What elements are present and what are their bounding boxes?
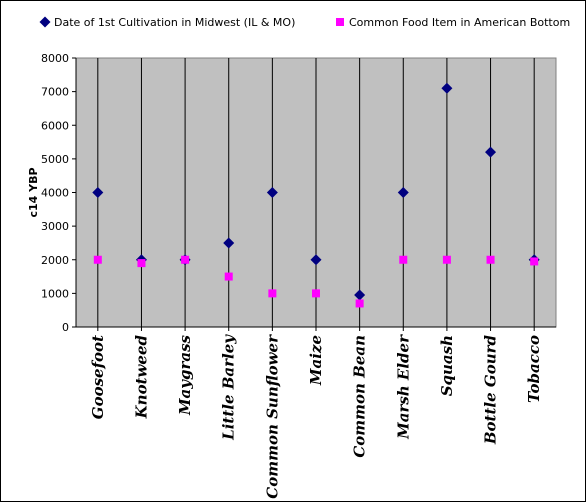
data-point-diamond — [485, 146, 497, 158]
x-tick-label: Marsh Elder — [394, 334, 412, 440]
data-point-diamond — [397, 187, 409, 198]
data-point-square — [181, 255, 190, 264]
data-point-square — [137, 259, 146, 268]
data-point-square — [530, 257, 539, 266]
data-point-square — [355, 299, 364, 308]
y-tick-label: 1000 — [41, 287, 69, 300]
data-point-diamond — [223, 237, 235, 249]
y-tick-label: 3000 — [41, 220, 69, 233]
x-tick-label: Knotweed — [132, 334, 150, 419]
x-tick-label: Bottle Gourd — [482, 334, 500, 445]
y-tick-label: 8000 — [41, 52, 69, 65]
data-point-diamond — [354, 289, 366, 301]
x-tick-label: Maize — [307, 335, 325, 386]
data-point-square — [399, 255, 408, 264]
data-point-square — [268, 289, 277, 298]
data-point-diamond — [310, 254, 322, 266]
data-point-square — [312, 289, 320, 298]
x-tick-label: Tobacco — [525, 335, 543, 403]
legend-marker-square — [336, 18, 344, 26]
y-tick-label: 2000 — [41, 254, 69, 267]
x-tick-label: Squash — [438, 335, 456, 396]
data-point-square — [93, 255, 102, 264]
data-point-square — [442, 255, 451, 264]
data-point-diamond — [266, 187, 278, 198]
x-tick-label: Common Sunflower — [263, 334, 281, 499]
legend-label: Date of 1st Cultivation in Midwest (IL &… — [54, 16, 295, 29]
data-point-square — [486, 255, 495, 264]
y-tick-label: 7000 — [41, 86, 69, 99]
x-tick-label: Maygrass — [176, 334, 194, 416]
x-tick-label: Common Bean — [351, 335, 369, 458]
legend-marker-diamond — [39, 16, 51, 28]
x-tick-label: Little Barley — [220, 334, 238, 441]
data-point-diamond — [441, 82, 453, 94]
x-tick-label: Goosefoot — [89, 335, 107, 419]
data-point-diamond — [92, 187, 104, 198]
legend-label: Common Food Item in American Bottom — [349, 16, 570, 29]
y-tick-label: 0 — [62, 321, 69, 334]
data-point-square — [224, 272, 233, 281]
y-tick-label: 6000 — [41, 119, 69, 132]
y-axis-title: c14 YBP — [27, 167, 40, 217]
y-tick-label: 4000 — [41, 187, 69, 200]
y-tick-label: 5000 — [41, 153, 69, 166]
